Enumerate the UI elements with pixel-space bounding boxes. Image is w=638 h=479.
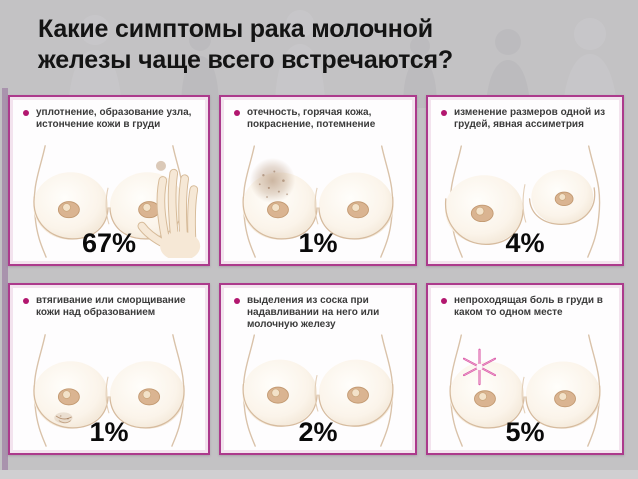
symptom-panel-dimpling: втягивание или сморщивание кожи над обра… [8, 283, 210, 455]
bullet-icon [23, 298, 29, 304]
symptom-label: изменение размеров одной из грудей, явна… [454, 107, 606, 130]
bullet-icon [441, 110, 447, 116]
left-accent-stripe [2, 88, 8, 470]
breasts-with-skin-dimpling-illustration [33, 334, 185, 447]
breasts-nipple-discharge-illustration [242, 334, 394, 447]
hand-icon [137, 168, 201, 258]
symptom-label: непроходящая боль в груди в каком то одн… [454, 295, 603, 318]
breasts-with-pain-starburst-illustration [449, 334, 601, 447]
symptom-percent: 1% [89, 417, 129, 447]
bottom-edge-strip [0, 470, 638, 479]
symptom-panel-asymmetry: изменение размеров одной из грудей, явна… [426, 95, 624, 266]
symptom-percent: 4% [505, 228, 545, 258]
symptom-label: отечность, горячая кожа, покраснение, по… [247, 107, 376, 130]
darkened-patch [249, 157, 296, 204]
symptom-label: выделения из соска при надавливании на н… [247, 295, 380, 330]
symptom-panel-lump: уплотнение, образование узла, истончение… [8, 95, 210, 266]
symptom-panel-discharge: выделения из соска при надавливании на н… [219, 283, 417, 455]
title-line-2: железы чаще всего встречаются? [38, 45, 453, 74]
symptom-percent: 67% [81, 228, 137, 258]
symptom-panel-swelling: отечность, горячая кожа, покраснение, по… [219, 95, 417, 266]
symptom-percent: 5% [505, 417, 545, 447]
breasts-with-darkened-patch-illustration [242, 145, 394, 258]
symptom-percent: 2% [298, 417, 338, 447]
symptom-panel-pain: непроходящая боль в груди в каком то одн… [426, 283, 624, 455]
breasts-with-examining-hand-illustration [33, 145, 201, 258]
title-line-1: Какие симптомы рака молочной [38, 15, 433, 43]
symptom-label: втягивание или сморщивание кожи над обра… [36, 295, 186, 318]
asymmetric-breasts-illustration [444, 145, 601, 258]
pain-starburst-icon [463, 348, 496, 386]
bullet-icon [234, 298, 240, 304]
bullet-icon [23, 110, 29, 116]
bullet-icon [441, 298, 447, 304]
skin-dimple [54, 412, 73, 424]
bullet-icon [234, 110, 240, 116]
symptom-percent: 1% [298, 228, 338, 258]
page-title: Какие симптомы рака молочной железы чаще… [38, 14, 598, 75]
symptom-grid: уплотнение, образование узла, истончение… [8, 95, 625, 455]
symptom-label: уплотнение, образование узла, истончение… [36, 107, 192, 130]
